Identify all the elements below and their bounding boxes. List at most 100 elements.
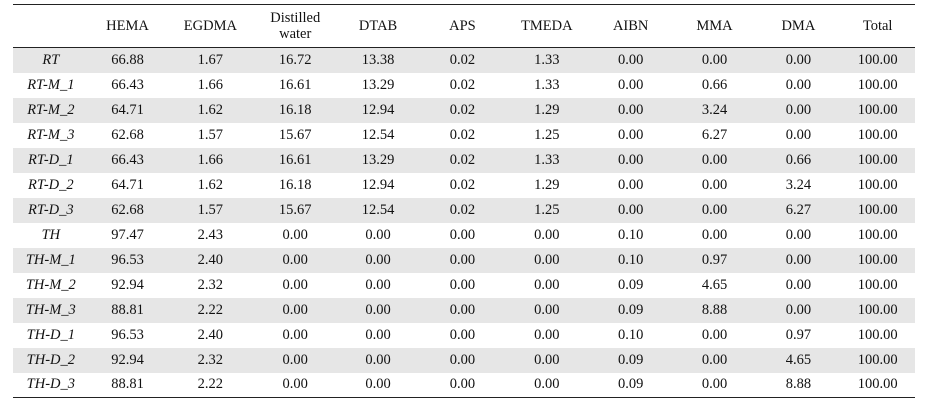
value-cell: 0.09 — [617, 276, 644, 293]
value-cell: 6.27 — [701, 126, 728, 143]
table-row: TH-M_1 96.53 2.40 0.00 0.00 0.00 0.00 0.10 0.97 0… — [13, 247, 915, 273]
value-cell: 1.66 — [197, 76, 224, 93]
value-cell: 13.29 — [361, 151, 395, 168]
value-cell: 16.61 — [278, 151, 312, 168]
value-cell: 100.00 — [857, 101, 898, 118]
value-cell: 0.00 — [701, 151, 728, 168]
value-cell: 1.62 — [197, 101, 224, 118]
value-cell: 12.94 — [361, 101, 395, 118]
value-cell: 15.67 — [278, 126, 312, 143]
table-row: TH-D_2 92.94 2.32 0.00 0.00 0.00 0.00 0.09 0.00 4… — [13, 347, 915, 373]
value-cell: 0.00 — [365, 301, 391, 318]
value-cell: 0.00 — [282, 326, 308, 343]
value-cell: 12.54 — [361, 201, 395, 218]
value-cell: 0.00 — [449, 351, 476, 368]
value-cell: 0.00 — [701, 376, 728, 393]
value-cell: 0.00 — [282, 301, 308, 318]
value-cell: 100.00 — [857, 126, 898, 143]
value-cell: 0.97 — [785, 326, 812, 343]
value-cell: 0.00 — [534, 376, 560, 393]
value-cell: 0.00 — [785, 76, 812, 93]
value-cell: 0.10 — [617, 226, 644, 243]
table-row: TH-M_2 92.94 2.32 0.00 0.00 0.00 0.00 0.09 4.65 0… — [13, 273, 915, 298]
value-cell: 0.00 — [701, 51, 728, 68]
value-cell: 6.27 — [785, 201, 812, 218]
value-cell: 100.00 — [857, 151, 898, 168]
value-cell: 0.00 — [282, 376, 308, 393]
value-cell: 100.00 — [857, 176, 898, 193]
value-cell: 0.00 — [449, 301, 476, 318]
value-cell: 0.00 — [282, 251, 308, 268]
table-body: RT 66.88 1.67 16.72 13.38 0.02 1.33 0.00 0.00 0.0… — [13, 47, 915, 398]
value-cell: 1.29 — [534, 101, 560, 118]
value-cell: 0.00 — [534, 326, 560, 343]
value-cell: 0.00 — [701, 176, 728, 193]
value-cell: 0.00 — [701, 201, 728, 218]
row-label-cell: TH-D_1 — [26, 326, 75, 343]
table-header: HEMA EGDMA Distilled water DTAB APS TMED… — [13, 4, 915, 48]
value-cell: 1.66 — [197, 151, 224, 168]
value-cell: 16.72 — [278, 51, 312, 68]
table-row: RT-D_3 62.68 1.57 15.67 12.54 0.02 1.25 0.00 0.0… — [13, 197, 915, 223]
table-row: RT-M_3 62.68 1.57 15.67 12.54 0.02 1.25 0.00 6.2… — [13, 123, 915, 148]
value-cell: 0.00 — [701, 326, 728, 343]
value-cell: 66.43 — [111, 151, 144, 168]
value-cell: 100.00 — [857, 76, 898, 93]
value-cell: 0.00 — [365, 376, 391, 393]
value-cell: 0.00 — [534, 251, 560, 268]
value-cell: 0.00 — [449, 376, 476, 393]
value-cell: 0.02 — [449, 76, 476, 93]
header-cell-dtab: DTAB — [358, 18, 398, 34]
value-cell: 96.53 — [111, 251, 144, 268]
value-cell: 0.02 — [449, 176, 476, 193]
value-cell: 1.33 — [534, 151, 560, 168]
value-cell: 0.00 — [785, 126, 812, 143]
value-cell: 0.00 — [449, 251, 476, 268]
value-cell: 0.10 — [617, 251, 644, 268]
value-cell: 0.00 — [534, 276, 560, 293]
value-cell: 1.25 — [534, 126, 560, 143]
value-cell: 3.24 — [701, 101, 728, 118]
value-cell: 0.00 — [534, 226, 560, 243]
value-cell: 0.00 — [365, 326, 391, 343]
value-cell: 92.94 — [111, 276, 144, 293]
value-cell: 0.02 — [449, 201, 476, 218]
value-cell: 12.54 — [361, 126, 395, 143]
table-row: TH 97.47 2.43 0.00 0.00 0.00 0.00 0.10 0.00 0.00 1… — [13, 223, 915, 248]
header-cell-egdma: EGDMA — [183, 18, 237, 34]
value-cell: 1.29 — [534, 176, 560, 193]
header-row: HEMA EGDMA Distilled water DTAB APS TMED… — [13, 4, 915, 48]
value-cell: 0.00 — [617, 76, 644, 93]
value-cell: 15.67 — [278, 201, 312, 218]
value-cell: 2.32 — [197, 276, 224, 293]
value-cell: 8.88 — [701, 301, 728, 318]
value-cell: 62.68 — [111, 126, 144, 143]
table-row: RT-D_1 66.43 1.66 16.61 13.29 0.02 1.33 0.00 0.0… — [13, 147, 915, 173]
value-cell: 0.00 — [282, 276, 308, 293]
value-cell: 0.00 — [785, 226, 812, 243]
value-cell: 16.18 — [278, 176, 312, 193]
row-label-cell: TH-M_1 — [25, 251, 76, 268]
value-cell: 0.97 — [701, 251, 728, 268]
table-row: RT 66.88 1.67 16.72 13.38 0.02 1.33 0.00 0.00 0.0… — [13, 47, 915, 73]
value-cell: 88.81 — [111, 376, 144, 393]
value-cell: 100.00 — [857, 301, 898, 318]
row-label-cell: TH-D_3 — [26, 376, 75, 393]
value-cell: 0.00 — [785, 276, 812, 293]
value-cell: 97.47 — [111, 226, 144, 243]
value-cell: 16.18 — [278, 101, 312, 118]
composition-table: HEMA EGDMA Distilled water DTAB APS TMED… — [13, 4, 915, 398]
value-cell: 0.00 — [449, 326, 476, 343]
row-label-cell: RT — [42, 51, 60, 68]
value-cell: 2.22 — [197, 376, 224, 393]
value-cell: 0.00 — [785, 101, 812, 118]
value-cell: 0.02 — [449, 101, 476, 118]
value-cell: 0.00 — [365, 276, 391, 293]
value-cell: 0.00 — [282, 351, 308, 368]
header-cell-aps: APS — [449, 18, 476, 34]
value-cell: 0.00 — [617, 101, 644, 118]
value-cell: 0.00 — [785, 251, 812, 268]
value-cell: 0.00 — [282, 226, 308, 243]
value-cell: 8.88 — [785, 376, 812, 393]
value-cell: 0.02 — [449, 51, 476, 68]
